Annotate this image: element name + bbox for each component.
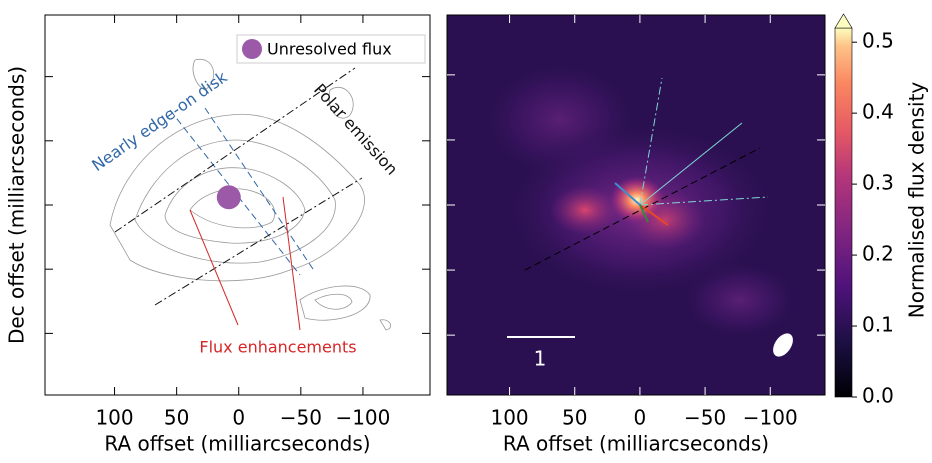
colorbar-tick-label: 0.2 — [862, 242, 894, 266]
contours — [110, 59, 391, 330]
x-tick-label: −100 — [335, 406, 390, 430]
annotation: Polar emission — [310, 80, 402, 179]
colorbar-tick-label: 0.0 — [862, 384, 894, 408]
colorbar-tick-label: 0.3 — [862, 171, 894, 195]
annotation: 1 — [534, 347, 547, 371]
legend-label: Unresolved flux — [267, 40, 392, 59]
x-tick-label: −50 — [280, 406, 322, 430]
x-tick-label: 50 — [562, 406, 587, 430]
annotation: Flux enhancements — [199, 338, 356, 357]
colorbar-tick-label: 0.4 — [862, 100, 894, 124]
image — [447, 15, 825, 395]
x-tick-label: 0 — [232, 406, 245, 430]
figure: 100500−50−100RA offset (milliarcseconds)… — [0, 0, 932, 459]
x-tick-label: −50 — [684, 406, 726, 430]
x-axis-label: RA offset (milliarcseconds) — [503, 432, 769, 456]
x-tick-label: 0 — [634, 406, 647, 430]
colorbar-tick-label: 0.1 — [862, 313, 894, 337]
point — [217, 185, 241, 209]
legend-marker — [242, 39, 262, 59]
x-tick-label: −100 — [743, 406, 798, 430]
x-tick-label: 100 — [490, 406, 528, 430]
x-tick-label: 50 — [164, 406, 189, 430]
x-axis-label: RA offset (milliarcseconds) — [104, 432, 370, 456]
colorbar-label: Normalised flux density — [905, 82, 929, 319]
annotation: Nearly edge-on disk — [88, 67, 231, 175]
y-axis-label: Dec offset (milliarcseconds) — [5, 66, 29, 344]
colorbar-tick-label: 0.5 — [862, 29, 894, 53]
colorbar — [835, 28, 852, 397]
x-tick-label: 100 — [95, 406, 133, 430]
colorbar-extend — [835, 14, 852, 28]
